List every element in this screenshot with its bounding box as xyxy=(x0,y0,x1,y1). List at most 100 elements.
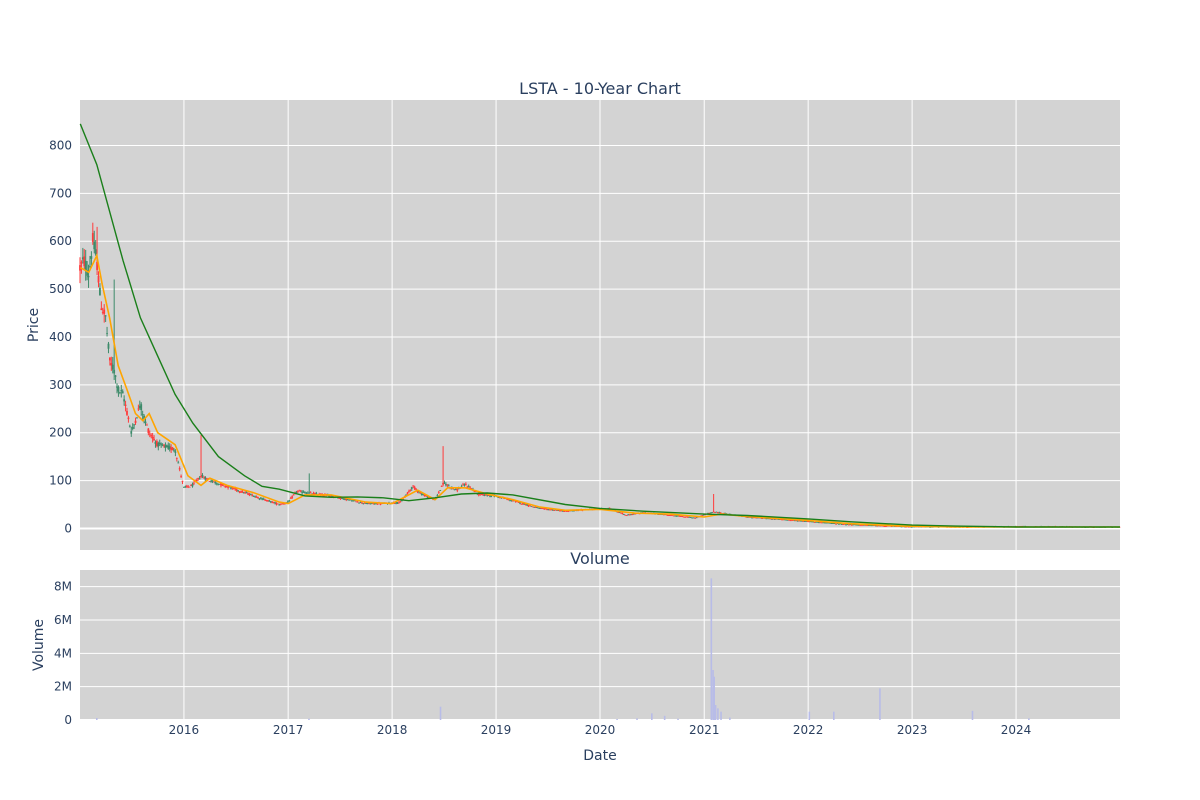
candle-body xyxy=(867,525,870,526)
candle-body xyxy=(818,522,820,524)
price-y-tick-label: 0 xyxy=(64,521,72,535)
volume-bar xyxy=(677,718,679,720)
candle-body xyxy=(180,475,182,477)
date-x-tick-label: 2018 xyxy=(377,723,408,737)
candle-body xyxy=(704,514,706,516)
candle-body xyxy=(338,498,341,499)
candle-body xyxy=(873,525,876,526)
candle-body xyxy=(107,343,110,349)
date-x-tick-label: 2021 xyxy=(689,723,720,737)
volume-y-tick-label: 0 xyxy=(64,713,72,727)
candle-body xyxy=(234,488,237,490)
candle-body xyxy=(688,516,691,518)
candle-body xyxy=(792,520,795,521)
volume-bar xyxy=(308,718,310,720)
candle-body xyxy=(526,504,528,506)
candle-body xyxy=(437,491,440,493)
candle-body xyxy=(714,512,716,513)
candle-body xyxy=(845,524,847,526)
candle-body xyxy=(469,487,472,489)
candle-body xyxy=(153,438,155,441)
candle-body xyxy=(832,523,835,524)
candle-body xyxy=(369,503,372,505)
candle-body xyxy=(511,500,514,502)
candle-body xyxy=(91,233,94,242)
volume-chart-title: Volume xyxy=(570,549,630,568)
candle-body xyxy=(820,522,823,524)
price-y-tick-label: 100 xyxy=(49,474,72,488)
candle-body xyxy=(211,480,214,482)
candle-body xyxy=(872,525,874,526)
candle-body xyxy=(862,524,865,526)
volume-bars xyxy=(96,578,1030,720)
candle-body xyxy=(506,498,509,500)
candle-body xyxy=(718,512,721,514)
candle-body xyxy=(462,484,464,486)
candle-body xyxy=(171,447,174,451)
candle-body xyxy=(408,491,410,493)
candle-body xyxy=(786,519,789,521)
candle-body xyxy=(190,484,192,486)
candle-body xyxy=(798,520,800,522)
candle-body xyxy=(410,487,413,489)
candle-body xyxy=(819,522,822,524)
candle-body xyxy=(137,408,140,410)
candle-body xyxy=(480,493,483,495)
candle-body xyxy=(118,391,121,393)
candle-body xyxy=(467,486,470,488)
candle-body xyxy=(304,492,306,494)
candle-body xyxy=(445,484,447,486)
candle-body xyxy=(312,493,315,495)
candle-body xyxy=(177,462,180,464)
volume-bar xyxy=(96,718,98,720)
candle-body xyxy=(632,513,635,515)
candle-body xyxy=(487,495,490,496)
candle-body xyxy=(546,508,548,510)
candle-body xyxy=(776,518,779,520)
short-moving-average-line xyxy=(79,253,1120,528)
candle-body xyxy=(852,524,855,526)
candle-body xyxy=(791,520,793,522)
candle-body xyxy=(531,506,534,508)
candle-body xyxy=(239,491,242,493)
candle-body xyxy=(301,491,304,493)
candle-body xyxy=(366,503,369,505)
candle-body xyxy=(708,512,711,514)
candle-body xyxy=(252,496,255,497)
candle-body xyxy=(554,509,557,511)
candle-body xyxy=(684,516,687,518)
candle-body xyxy=(289,498,292,499)
candle-body xyxy=(746,517,749,518)
candle-body xyxy=(630,514,632,516)
candle-body xyxy=(165,445,168,448)
price-y-tick-label: 600 xyxy=(49,234,72,248)
candle-body xyxy=(560,510,563,512)
candle-body xyxy=(198,478,201,480)
candle-body xyxy=(191,484,194,487)
candle-body xyxy=(195,479,198,482)
candle-body xyxy=(712,511,715,513)
price-grid xyxy=(80,100,1120,550)
candle-body xyxy=(440,485,443,487)
candle-body xyxy=(315,493,318,495)
candle-body xyxy=(880,525,883,527)
candle-body xyxy=(847,524,850,526)
volume-bar xyxy=(651,713,653,720)
candle-body xyxy=(828,522,830,524)
candle-body xyxy=(667,515,669,516)
candle-body xyxy=(247,493,249,495)
candle-body xyxy=(155,441,158,446)
candle-body xyxy=(302,491,305,493)
candle-body xyxy=(855,524,857,526)
candle-body xyxy=(353,500,356,502)
candle-body xyxy=(279,503,282,505)
candle-body xyxy=(121,391,124,394)
candle-body xyxy=(426,496,429,498)
candle-body xyxy=(329,495,332,497)
candle-body xyxy=(751,517,753,519)
candle-body xyxy=(248,494,251,496)
candle-body xyxy=(406,492,409,494)
candle-body xyxy=(521,503,524,505)
candle-body xyxy=(857,524,860,526)
candle-body xyxy=(193,482,195,484)
